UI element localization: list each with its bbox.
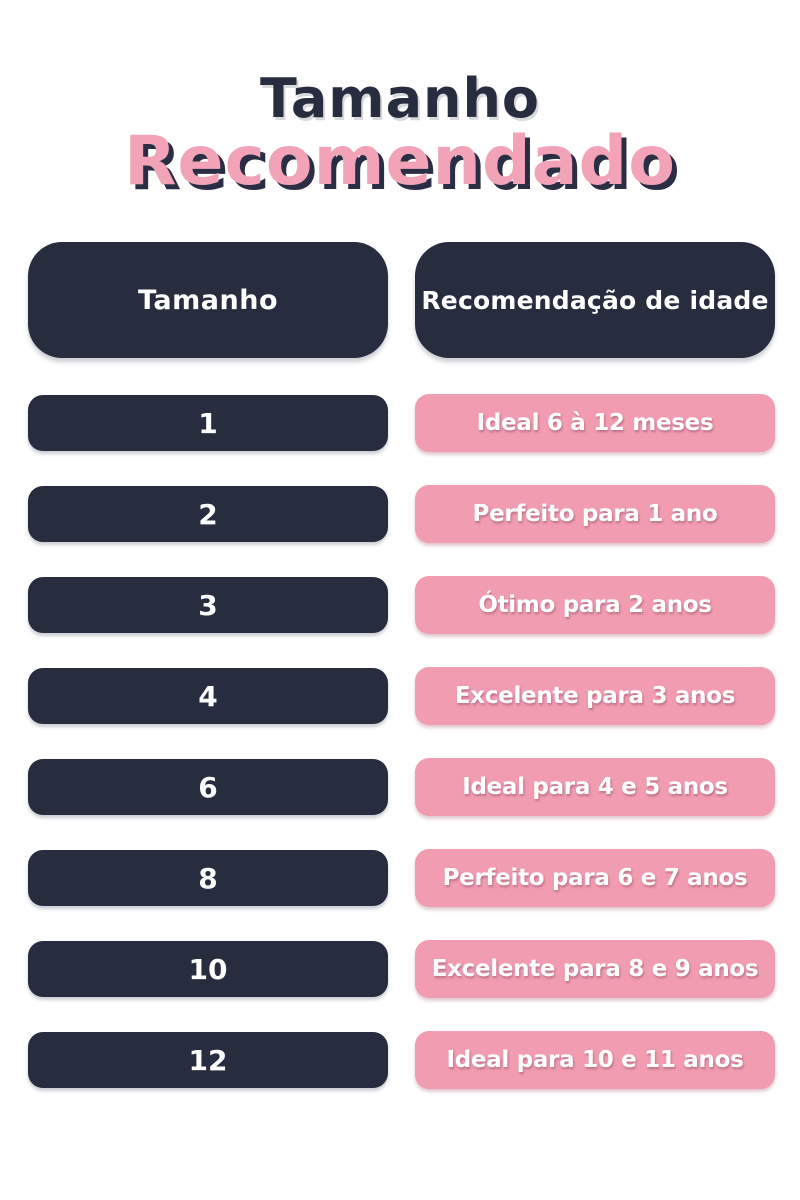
recommendation-pill: Ideal para 4 e 5 anos xyxy=(415,758,775,816)
size-pill: 1 xyxy=(28,395,388,451)
recommendation-pill: Excelente para 3 anos xyxy=(415,667,775,725)
size-pill: 4 xyxy=(28,668,388,724)
size-pill: 3 xyxy=(28,577,388,633)
size-table: Tamanho Recomendação de idade 1 Ideal 6 … xyxy=(28,242,775,1089)
age-column-header: Recomendação de idade xyxy=(415,242,775,358)
recommendation-pill: Ótimo para 2 anos xyxy=(415,576,775,634)
size-pill: 10 xyxy=(28,941,388,997)
size-column-header: Tamanho xyxy=(28,242,388,358)
size-pill: 8 xyxy=(28,850,388,906)
size-pill: 6 xyxy=(28,759,388,815)
size-pill: 12 xyxy=(28,1032,388,1088)
recommendation-pill: Excelente para 8 e 9 anos xyxy=(415,940,775,998)
title-accent: Recomendado xyxy=(124,122,676,201)
recommendation-pill: Ideal para 10 e 11 anos xyxy=(415,1031,775,1089)
recommendation-pill: Perfeito para 1 ano xyxy=(415,485,775,543)
page-title: Tamanho Recomendado xyxy=(0,72,800,196)
title-primary: Tamanho xyxy=(259,67,540,130)
recommendation-pill: Perfeito para 6 e 7 anos xyxy=(415,849,775,907)
recommendation-pill: Ideal 6 à 12 meses xyxy=(415,394,775,452)
size-pill: 2 xyxy=(28,486,388,542)
